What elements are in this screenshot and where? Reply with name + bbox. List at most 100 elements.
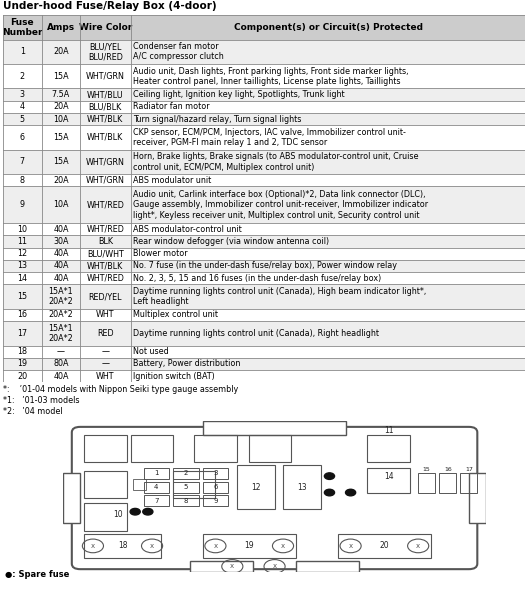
Text: —: — [101,347,109,356]
Text: 18: 18 [118,541,127,550]
Text: WHT/BLU: WHT/BLU [87,90,124,99]
Text: Rear window defogger (via window antenna coil): Rear window defogger (via window antenna… [133,237,329,246]
Text: WHT/RED: WHT/RED [87,200,124,209]
Text: 20A: 20A [53,176,69,185]
Text: 20A: 20A [53,102,69,111]
Bar [3,15,525,40]
Bar [3,309,525,321]
Text: *2:   ’04 model: *2: ’04 model [3,407,62,416]
Bar [237,465,275,509]
Bar [173,495,199,506]
Bar [203,482,228,492]
Text: 8: 8 [184,498,188,504]
Text: 10A: 10A [53,200,69,209]
Text: 20: 20 [380,541,389,550]
Bar [203,468,228,479]
Bar [3,235,525,247]
Text: 16: 16 [17,311,27,320]
Bar [173,468,199,479]
Text: WHT/BLK: WHT/BLK [87,114,124,123]
Circle shape [143,509,153,515]
Text: *1:   ’01-03 models: *1: ’01-03 models [3,396,79,405]
Text: Ignition switch (BAT): Ignition switch (BAT) [133,371,214,380]
Text: 30A: 30A [53,237,69,246]
Text: 13: 13 [297,483,307,492]
Text: x: x [272,563,277,569]
Text: x: x [230,563,234,569]
Text: 15A: 15A [53,158,69,166]
Text: Condenser fan motor
A/C compressor clutch: Condenser fan motor A/C compressor clutc… [133,42,223,61]
Text: Amps: Amps [47,23,75,32]
Text: 12: 12 [251,483,260,492]
Bar [144,482,169,492]
Text: 15A: 15A [53,133,69,142]
Text: Not used: Not used [133,347,168,356]
Text: 15: 15 [17,292,27,301]
Text: 15: 15 [423,467,430,472]
Text: 40A: 40A [53,225,69,234]
Text: 5: 5 [184,484,188,490]
Circle shape [324,473,335,479]
Text: Multiplex control unit: Multiplex control unit [133,311,218,320]
Text: WHT/GRN: WHT/GRN [86,72,125,81]
Bar [418,473,435,492]
Text: Battery, Power distribution: Battery, Power distribution [133,359,240,368]
Text: Component(s) or Circuit(s) Protected: Component(s) or Circuit(s) Protected [233,23,422,32]
Bar [439,473,456,492]
Text: 4: 4 [154,484,158,490]
Bar [3,40,525,64]
Text: 6: 6 [20,133,25,142]
Text: No. 7 fuse (in the under-dash fuse/relay box), Power window relay: No. 7 fuse (in the under-dash fuse/relay… [133,261,397,270]
Text: 7.5A: 7.5A [52,90,70,99]
Text: BLU/YEL
BLU/RED: BLU/YEL BLU/RED [88,42,123,61]
Bar [203,533,296,558]
Text: 15A: 15A [53,72,69,81]
Text: 20A*2: 20A*2 [49,311,73,320]
Text: Under-hood Fuse/Relay Box (4-door): Under-hood Fuse/Relay Box (4-door) [3,1,216,11]
Bar [3,113,525,125]
Bar [338,533,431,558]
Bar [173,482,199,492]
Text: 16: 16 [444,467,451,472]
Circle shape [324,489,335,496]
Text: 19: 19 [17,359,27,368]
Bar [3,223,525,235]
Text: 18: 18 [17,347,27,356]
Text: BLK: BLK [98,237,113,246]
Text: 10: 10 [17,225,27,234]
Text: 40A: 40A [53,261,69,270]
Bar [84,533,161,558]
Text: 3: 3 [213,470,218,476]
Text: 20: 20 [17,371,27,380]
Text: BLU/WHT: BLU/WHT [87,249,124,258]
Bar [190,561,253,572]
Text: ●: Spare fuse: ●: Spare fuse [5,571,70,579]
Bar [283,465,321,509]
Bar [3,247,525,260]
Circle shape [130,509,140,515]
Text: WHT/RED: WHT/RED [87,225,124,234]
Text: ABS modulator-control unit: ABS modulator-control unit [133,225,241,234]
Text: WHT: WHT [96,311,115,320]
Bar [203,421,346,435]
Text: 2: 2 [184,470,188,476]
Bar [194,435,237,462]
Text: 17: 17 [465,467,473,472]
Text: x: x [91,543,95,549]
Bar [469,473,486,523]
Text: 2: 2 [20,72,25,81]
Text: 13: 13 [17,261,27,270]
Text: 8: 8 [20,176,25,185]
Text: 15A*1
20A*2: 15A*1 20A*2 [49,324,73,343]
Text: 20A: 20A [53,48,69,56]
Text: x: x [348,543,353,549]
Text: *:    ’01-04 models with Nippon Seiki type gauge assembly: *: ’01-04 models with Nippon Seiki type … [3,385,238,394]
Bar [460,473,477,492]
Text: RED: RED [97,329,114,338]
Bar [131,435,173,462]
Text: —: — [101,359,109,368]
Text: x: x [150,543,154,549]
Text: 80A: 80A [53,359,69,368]
Text: 1: 1 [20,48,25,56]
Text: Fuse
Number: Fuse Number [2,17,42,37]
